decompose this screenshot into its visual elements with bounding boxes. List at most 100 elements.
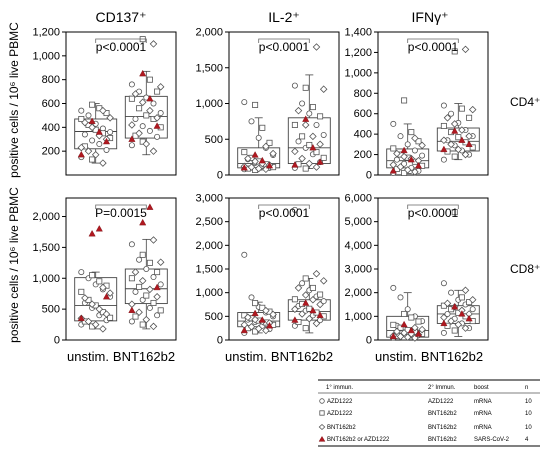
legend-row2-n: 10 bbox=[525, 411, 532, 417]
point-circle bbox=[444, 310, 451, 317]
legend-marker-diamond bbox=[318, 423, 326, 431]
point-square bbox=[451, 209, 458, 216]
point-diamond bbox=[291, 147, 299, 156]
point-square bbox=[146, 259, 153, 266]
point-diamond bbox=[418, 141, 426, 150]
point-triangle-red bbox=[451, 303, 459, 310]
point-circle bbox=[248, 118, 255, 125]
col-title-ifng: IFNγ⁺ bbox=[412, 9, 449, 25]
point-triangle-red bbox=[407, 326, 415, 334]
point-circle bbox=[306, 110, 313, 117]
point-triangle-red bbox=[389, 167, 397, 174]
point-circle bbox=[404, 141, 411, 148]
point-circle bbox=[154, 312, 161, 319]
y-tick-label: 200 bbox=[354, 149, 372, 161]
point-square bbox=[313, 149, 320, 156]
point-square bbox=[78, 115, 85, 122]
point-diamond bbox=[316, 140, 324, 149]
point-diamond bbox=[461, 45, 470, 54]
point-circle bbox=[139, 123, 146, 130]
point-square bbox=[252, 328, 259, 335]
legend-header-second: 2° Immun. bbox=[428, 385, 456, 391]
point-diamond bbox=[294, 106, 303, 115]
x-label-unstim-3: unstim. bbox=[375, 349, 417, 364]
legend-row3-second: BNT162b2 bbox=[428, 425, 457, 431]
point-circle bbox=[146, 304, 153, 311]
point-diamond bbox=[142, 315, 151, 324]
point-diamond bbox=[262, 142, 270, 151]
significance-bracket bbox=[407, 38, 459, 43]
point-circle bbox=[157, 281, 164, 288]
point-square bbox=[390, 145, 397, 152]
point-triangle-red bbox=[389, 332, 397, 340]
point-diamond bbox=[393, 327, 401, 336]
point-square bbox=[252, 101, 259, 108]
point-diamond bbox=[298, 310, 306, 318]
point-square bbox=[306, 141, 313, 148]
legend-row4-second: BNT162b2 bbox=[428, 437, 457, 443]
point-circle bbox=[128, 142, 135, 149]
point-circle bbox=[150, 274, 157, 281]
point-diamond bbox=[411, 168, 419, 176]
y-tick-label: 500 bbox=[42, 304, 60, 316]
point-diamond bbox=[84, 147, 93, 155]
point-square bbox=[309, 284, 316, 291]
point-diamond bbox=[461, 286, 470, 295]
point-circle bbox=[440, 329, 447, 336]
point-diamond bbox=[131, 268, 140, 276]
x-label-bnt-1: BNT162b2 bbox=[113, 349, 175, 364]
point-diamond bbox=[400, 152, 408, 161]
point-square bbox=[401, 310, 408, 317]
y-tick-label: 500 bbox=[205, 134, 223, 146]
point-circle bbox=[248, 294, 255, 301]
point-triangle-red bbox=[407, 155, 415, 163]
point-square bbox=[309, 104, 316, 111]
y-tick-label: 400 bbox=[42, 122, 60, 134]
y-tick-label: 1,000 bbox=[32, 50, 60, 62]
point-diamond bbox=[146, 106, 154, 115]
panel-frame bbox=[65, 197, 177, 341]
point-square bbox=[259, 124, 266, 131]
point-diamond bbox=[312, 319, 321, 328]
panel-4: 0 500 1,000 1,500 2,000 2,500 3,000 p<0.0001 bbox=[195, 193, 340, 347]
point-square bbox=[132, 313, 139, 320]
point-circle bbox=[150, 100, 157, 107]
y-tick-label: 2,500 bbox=[195, 216, 223, 228]
y-axis-label-bottom: positive cells / 10⁶ live PBMC bbox=[7, 187, 21, 343]
point-diamond bbox=[312, 163, 321, 171]
point-diamond bbox=[135, 308, 143, 316]
legend-row2-prime: AZD1222 bbox=[327, 411, 353, 417]
point-diamond bbox=[454, 145, 463, 154]
point-square bbox=[302, 275, 309, 282]
point-square bbox=[458, 294, 465, 301]
point-diamond bbox=[128, 300, 136, 308]
point-diamond bbox=[99, 159, 107, 167]
point-diamond bbox=[106, 289, 114, 297]
point-diamond bbox=[106, 114, 114, 122]
point-triangle-red bbox=[88, 229, 96, 237]
point-triangle-red bbox=[458, 136, 466, 143]
point-circle bbox=[448, 110, 455, 117]
point-square bbox=[408, 314, 415, 321]
point-diamond bbox=[91, 150, 100, 159]
point-circle bbox=[136, 256, 143, 263]
point-triangle-red bbox=[139, 69, 147, 77]
row-label-cd4: CD4⁺ bbox=[510, 95, 540, 109]
point-diamond bbox=[269, 310, 277, 319]
point-diamond bbox=[156, 83, 165, 91]
point-square bbox=[128, 95, 135, 102]
point-square bbox=[143, 112, 150, 119]
point-circle bbox=[401, 160, 408, 167]
point-circle bbox=[143, 265, 150, 272]
y-tick-label: 2,000 bbox=[195, 27, 223, 39]
point-circle bbox=[419, 152, 426, 159]
y-tick-label: 2,000 bbox=[195, 240, 223, 252]
point-triangle-red bbox=[316, 158, 324, 165]
point-diamond bbox=[88, 300, 96, 308]
point-square bbox=[266, 139, 273, 146]
legend-marker-square bbox=[319, 410, 325, 416]
point-triangle-red bbox=[316, 311, 324, 318]
point-diamond bbox=[251, 315, 259, 324]
point-triangle-red bbox=[258, 156, 266, 164]
legend-row2-second: BNT162b2 bbox=[428, 411, 457, 417]
